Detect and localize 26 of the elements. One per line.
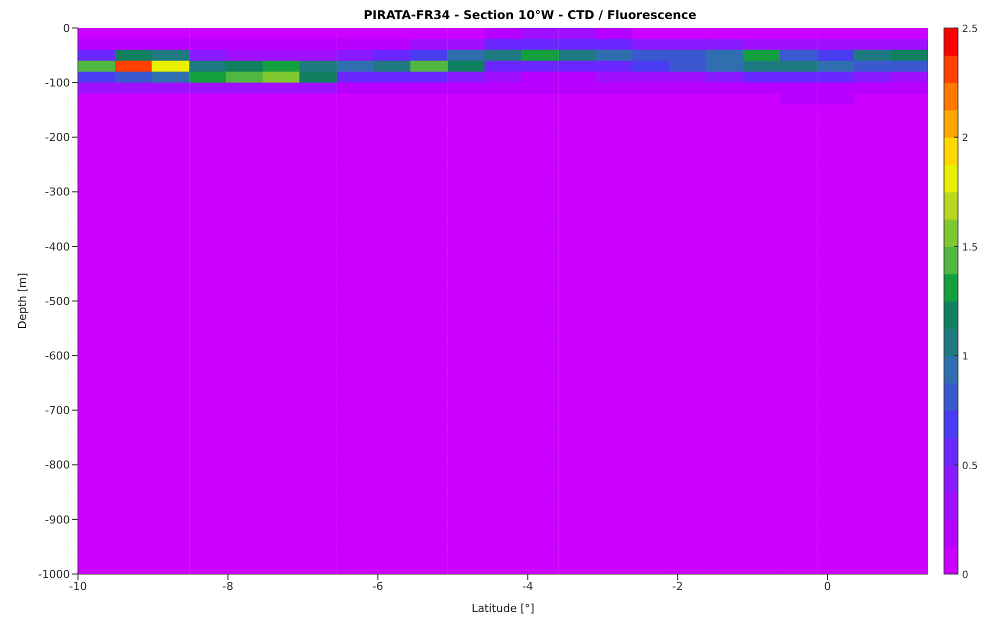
color-bar-label: 2.5 bbox=[962, 24, 978, 35]
x-tick-label: -2 bbox=[672, 580, 684, 593]
y-tick-label: -900 bbox=[45, 513, 70, 526]
y-tick-label: -200 bbox=[45, 131, 70, 144]
color-bar-label: 1.5 bbox=[962, 242, 978, 254]
x-tick-label: -8 bbox=[222, 580, 234, 593]
y-tick-label: -100 bbox=[45, 76, 70, 90]
color-bar-label: 0.5 bbox=[962, 460, 978, 472]
y-tick-label: -800 bbox=[45, 458, 70, 472]
x-tick-label: 0 bbox=[824, 580, 832, 593]
y-tick-label: -600 bbox=[45, 350, 70, 363]
y-axis-title: Depth [m] bbox=[16, 272, 29, 330]
y-tick-label: -400 bbox=[45, 240, 70, 254]
y-tick-label: -500 bbox=[45, 294, 70, 308]
color-bar-label: 1 bbox=[962, 352, 968, 363]
y-tick-label: -300 bbox=[45, 186, 70, 199]
y-tick-label: -700 bbox=[45, 404, 70, 418]
color-bar-label: 0 bbox=[962, 570, 968, 581]
x-axis-title: Latitude [°] bbox=[472, 602, 534, 615]
y-tick-label: -1000 bbox=[38, 568, 70, 581]
x-tick-label: -10 bbox=[69, 580, 87, 593]
x-tick-label: -6 bbox=[372, 580, 384, 593]
color-bar-label: 2 bbox=[962, 133, 968, 144]
y-tick-label: 0 bbox=[63, 22, 70, 35]
x-tick-label: -4 bbox=[522, 580, 534, 593]
chart-title: PIRATA-FR34 - Section 10°W - CTD / Fluorescence bbox=[364, 8, 696, 22]
